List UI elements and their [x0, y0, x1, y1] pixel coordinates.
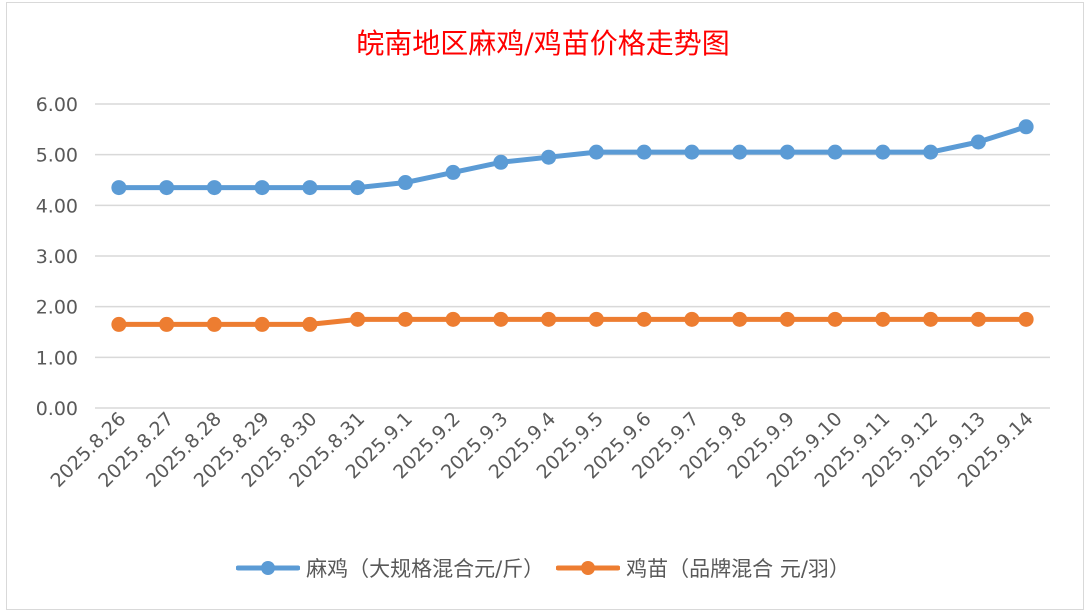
- data-point-0: [493, 154, 509, 170]
- data-point-1: [111, 316, 127, 332]
- data-point-0: [206, 180, 222, 196]
- data-point-1: [302, 316, 318, 332]
- data-point-0: [636, 144, 652, 160]
- data-point-1: [493, 311, 509, 327]
- data-point-0: [732, 144, 748, 160]
- legend-label-1: 鸡苗（品牌混合 元/羽）: [626, 557, 850, 581]
- y-tick-label: 0.00: [36, 398, 78, 420]
- data-point-1: [779, 311, 795, 327]
- data-point-0: [827, 144, 843, 160]
- data-point-0: [1018, 119, 1034, 135]
- legend: 麻鸡（大规格混合元/斤） 鸡苗（品牌混合 元/羽）: [0, 553, 1086, 583]
- series-line-1: [118, 316, 1027, 327]
- data-point-1: [206, 316, 222, 332]
- data-point-0: [111, 180, 127, 196]
- data-point-1: [636, 311, 652, 327]
- legend-marker-1: [556, 561, 621, 575]
- data-point-1: [827, 311, 843, 327]
- y-tick-label: 2.00: [36, 297, 78, 319]
- data-point-0: [350, 180, 366, 196]
- data-point-0: [397, 175, 413, 191]
- data-point-1: [732, 311, 748, 327]
- series-line-0: [118, 124, 1027, 191]
- data-point-1: [875, 311, 891, 327]
- y-tick-label: 5.00: [36, 145, 78, 167]
- data-point-0: [588, 144, 604, 160]
- data-point-0: [302, 180, 318, 196]
- data-point-1: [350, 311, 366, 327]
- y-tick-label: 6.00: [36, 94, 78, 116]
- data-point-1: [588, 311, 604, 327]
- data-point-0: [445, 164, 461, 180]
- data-point-1: [684, 311, 700, 327]
- data-point-1: [397, 311, 413, 327]
- data-point-0: [779, 144, 795, 160]
- y-tick-label: 3.00: [36, 246, 78, 268]
- y-tick-label: 4.00: [36, 195, 78, 217]
- data-point-0: [541, 149, 557, 165]
- data-point-1: [970, 311, 986, 327]
- data-point-0: [875, 144, 891, 160]
- data-point-0: [923, 144, 939, 160]
- data-point-1: [541, 311, 557, 327]
- legend-marker-0: [236, 561, 301, 575]
- data-point-1: [923, 311, 939, 327]
- chart-title: 皖南地区麻鸡/鸡苗价格走势图: [356, 27, 730, 60]
- legend-item-1: 鸡苗（品牌混合 元/羽）: [556, 553, 850, 583]
- legend-label-0: 麻鸡（大规格混合元/斤）: [306, 557, 545, 581]
- data-point-0: [684, 144, 700, 160]
- data-point-1: [254, 316, 270, 332]
- data-point-0: [159, 180, 175, 196]
- legend-item-0: 麻鸡（大规格混合元/斤）: [236, 553, 544, 583]
- data-point-1: [159, 316, 175, 332]
- data-point-0: [970, 134, 986, 150]
- y-tick-label: 1.00: [36, 347, 78, 369]
- data-point-1: [445, 311, 461, 327]
- data-point-0: [254, 180, 270, 196]
- data-point-1: [1018, 311, 1034, 327]
